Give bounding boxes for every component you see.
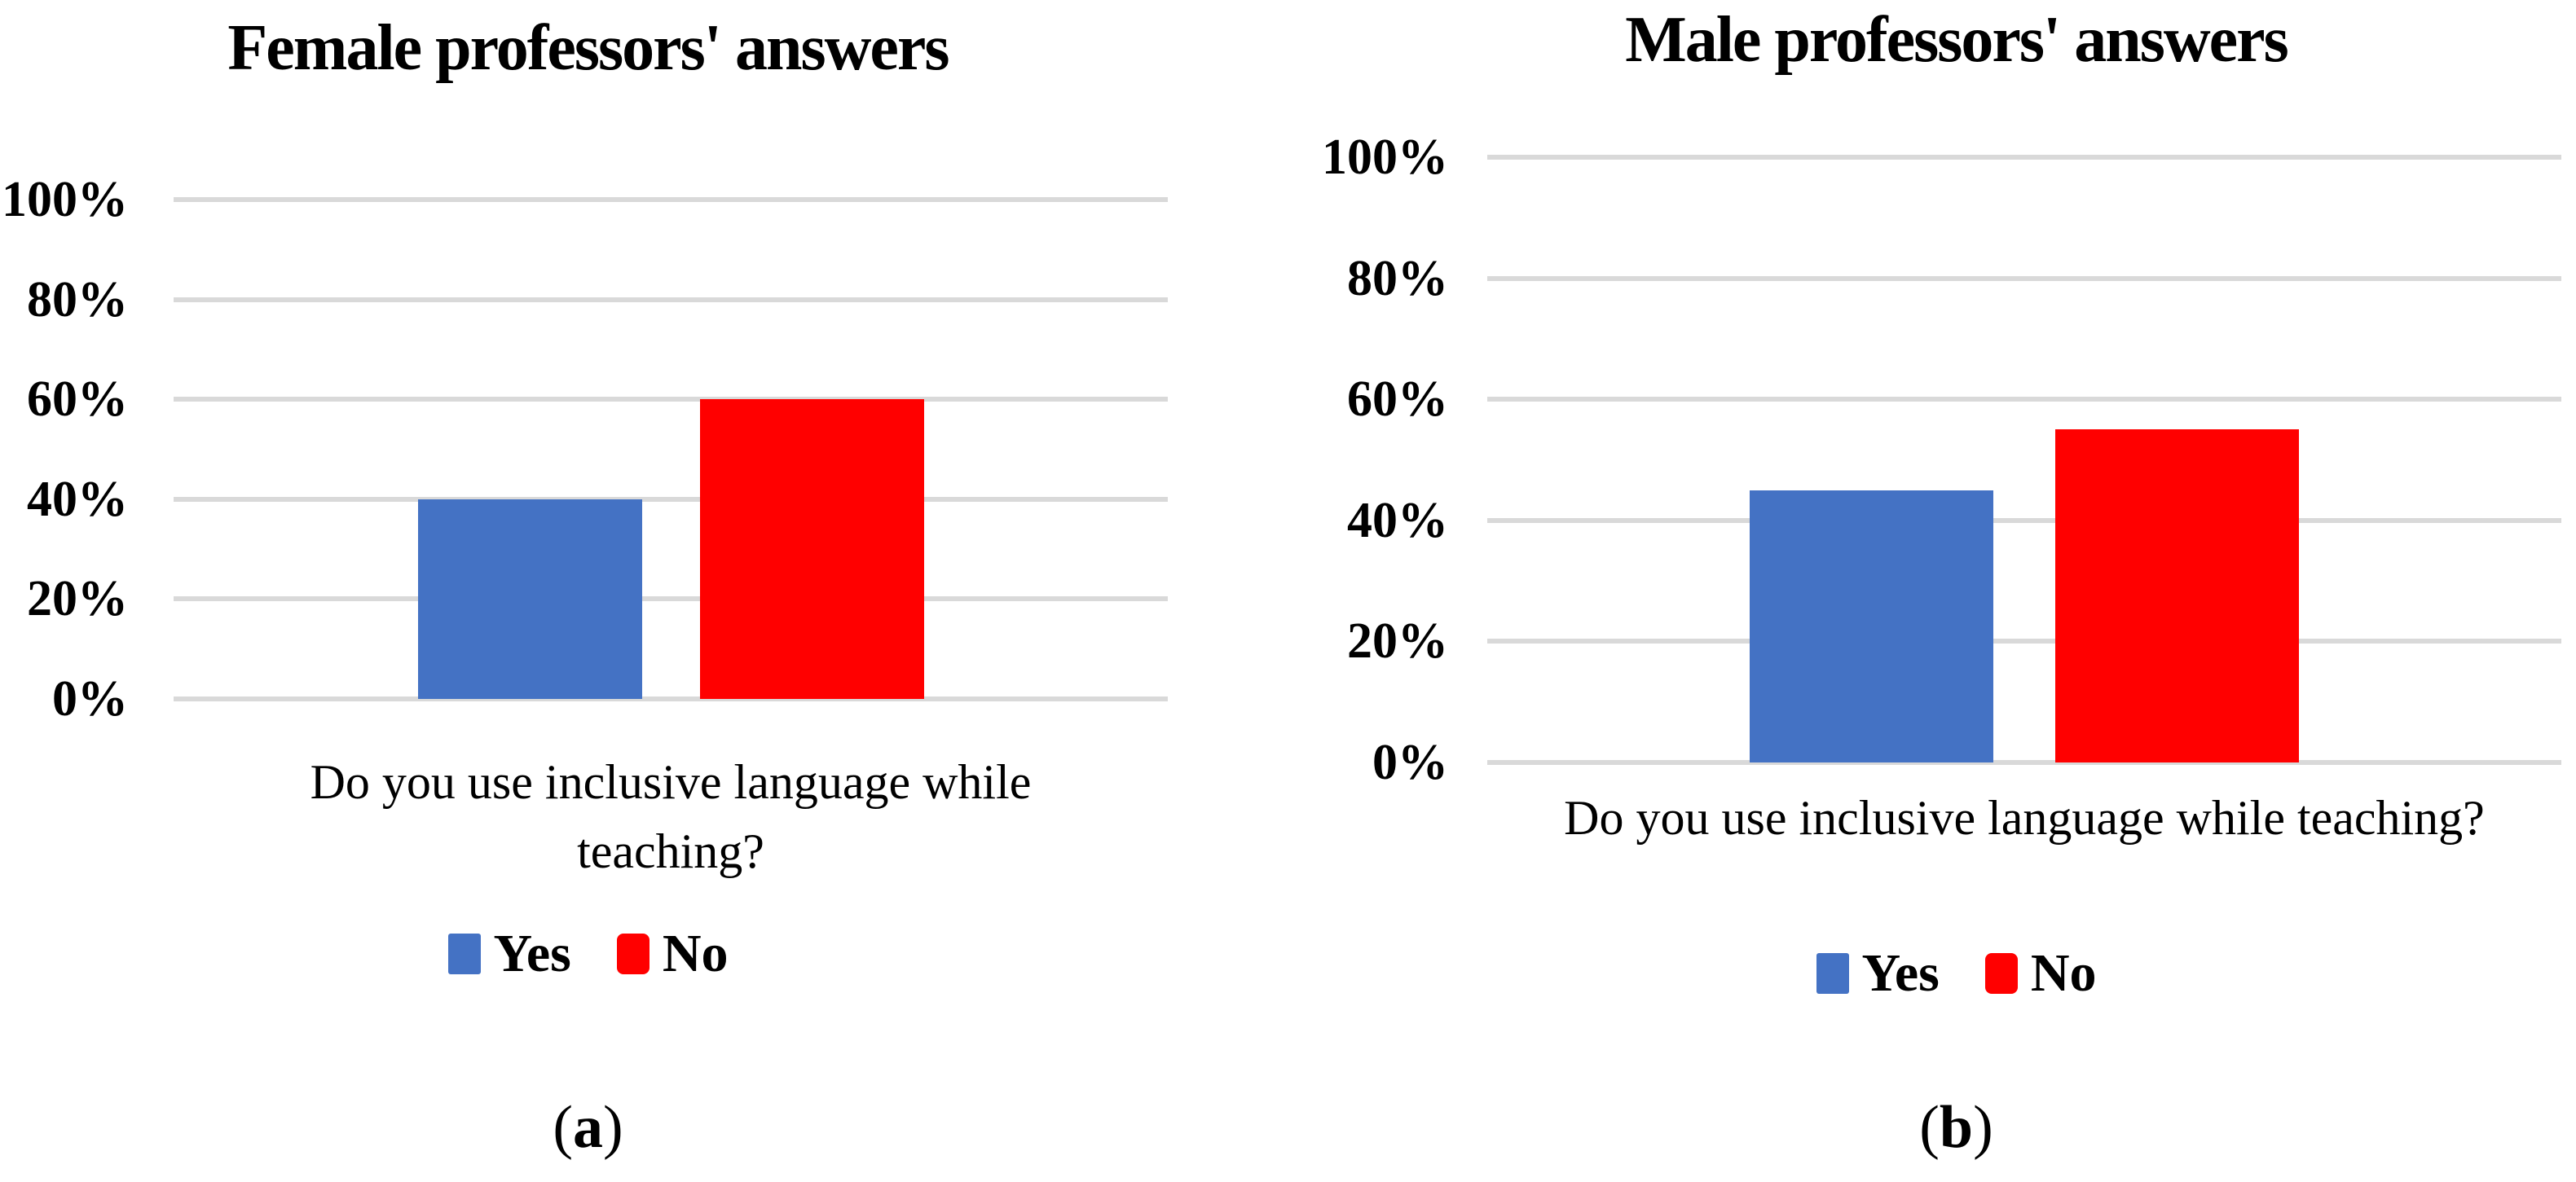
gridline xyxy=(1487,517,2561,523)
gridline xyxy=(174,696,1168,701)
legend: Yes No xyxy=(1351,947,2561,1000)
y-tick-label: 80% xyxy=(1347,250,1448,306)
x-axis-category-label: Do you use inclusive language while teac… xyxy=(1487,784,2561,853)
legend-item-yes: Yes xyxy=(447,924,571,983)
subfigure-label-b: (b) xyxy=(1351,1092,2561,1164)
legend-item-no: No xyxy=(616,924,729,983)
gridline xyxy=(174,496,1168,502)
legend-label-yes: Yes xyxy=(493,924,571,983)
y-tick-label: 80% xyxy=(27,271,128,327)
gridline xyxy=(174,297,1168,302)
legend-swatch-no xyxy=(1984,953,2018,994)
y-tick-label: 100% xyxy=(2,172,128,227)
y-tick-label: 100% xyxy=(1322,130,1448,185)
y-tick-label: 40% xyxy=(1347,492,1448,548)
category-label-line: teaching? xyxy=(577,824,764,879)
y-tick-label: 40% xyxy=(27,471,128,527)
gridline xyxy=(1487,760,2561,765)
chart-title: Male professors' answers xyxy=(1625,4,2289,76)
bar-no xyxy=(699,399,924,699)
bar-yes xyxy=(417,499,642,699)
chart-title: Female professors' answers xyxy=(227,12,949,84)
y-tick-label: 0% xyxy=(1372,735,1448,790)
legend: Yes No xyxy=(0,927,1176,981)
bar-yes xyxy=(1750,490,1993,762)
gridline xyxy=(1487,397,2561,402)
gridline xyxy=(174,197,1168,202)
legend-item-yes: Yes xyxy=(1816,947,1940,1000)
gridline xyxy=(174,397,1168,402)
chart-panel-female: Female professors' answers 0% 20% 40% 60% 80… xyxy=(0,12,1176,1164)
x-axis-category-label: Do you use inclusive language while teach… xyxy=(174,748,1168,886)
y-tick-label: 60% xyxy=(27,371,128,428)
subfigure-paren: ) xyxy=(1973,1094,1993,1161)
bar-group xyxy=(174,200,1168,699)
plot-area: 0% 20% 40% 60% 80% 100% xyxy=(2,174,1168,724)
subfigure-paren: ( xyxy=(1919,1094,1940,1161)
legend-swatch-no xyxy=(616,934,650,974)
gridline xyxy=(1487,155,2561,160)
category-label-line: Do you use inclusive language while teac… xyxy=(1564,791,2485,845)
subfigure-paren: ) xyxy=(603,1094,623,1161)
subfigure-paren: ( xyxy=(553,1094,573,1161)
plot-area: 0% 20% 40% 60% 80% 100% xyxy=(1322,132,2561,788)
bar-group xyxy=(1487,157,2561,762)
gridline xyxy=(1487,639,2561,644)
chart-panel-male: Male professors' answers 0% 20% 40% 60% 80% 1… xyxy=(1288,0,2576,1182)
gridline xyxy=(174,596,1168,602)
subfigure-letter: b xyxy=(1939,1094,1974,1161)
legend-item-no: No xyxy=(1984,943,2097,1003)
gridline xyxy=(1487,275,2561,281)
y-tick-label: 60% xyxy=(1347,371,1448,428)
y-tick-label: 0% xyxy=(52,671,128,727)
y-tick-label: 20% xyxy=(1347,613,1448,670)
y-tick-label: 20% xyxy=(27,571,128,627)
subfigure-label-a: (a) xyxy=(0,1092,1176,1164)
legend-label-no: No xyxy=(2030,943,2097,1003)
legend-label-no: No xyxy=(662,924,729,983)
bar-no xyxy=(2055,429,2299,762)
category-label-line: Do you use inclusive language while xyxy=(310,755,1032,809)
subfigure-letter: a xyxy=(573,1094,603,1161)
legend-swatch-yes xyxy=(447,934,481,974)
legend-label-yes: Yes xyxy=(1861,943,1940,1003)
legend-swatch-yes xyxy=(1816,953,1849,994)
